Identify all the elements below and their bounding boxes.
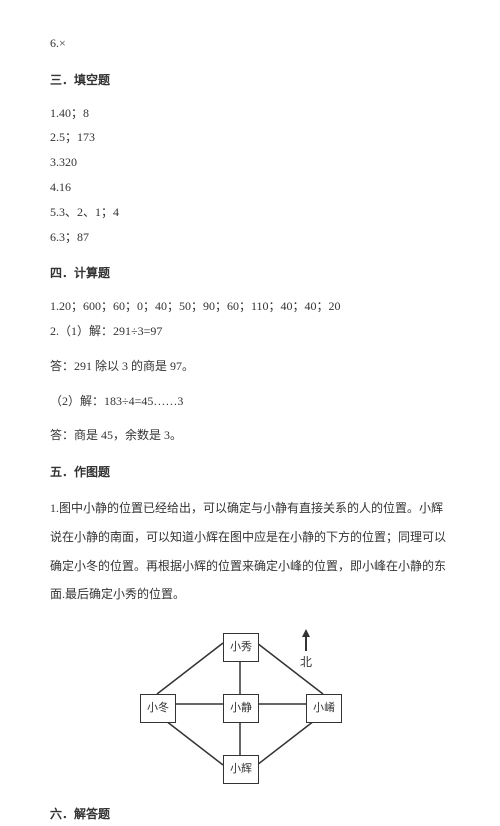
section-6-title: 六．解答题 xyxy=(50,803,450,826)
position-diagram: 北 小秀小冬 小静 小崤小辉 xyxy=(120,619,380,789)
north-label: 北 xyxy=(300,651,312,674)
diagram-node-feng: 小崤 xyxy=(306,694,342,723)
section-4-title: 四．计算题 xyxy=(50,262,450,285)
fill-item: 2.5；173 xyxy=(50,126,450,149)
section-3-title: 三．填空题 xyxy=(50,69,450,92)
calc-line: 1.20；600；60；0；40；50；90；60；110；40；40；20 xyxy=(50,295,450,318)
diagram-node-jing: 小静 xyxy=(223,694,259,723)
diagram-container: 北 小秀小冬 小静 小崤小辉 xyxy=(50,619,450,789)
calc-answer: 答：商是 45，余数是 3。 xyxy=(50,424,450,447)
section-3-list: 1.40；8 2.5；173 3.320 4.16 5.3、2、1；4 6.3；… xyxy=(50,102,450,249)
diagram-node-dong: 小冬 xyxy=(140,694,176,723)
calc-line: （2）解：183÷4=45……3 xyxy=(50,390,450,413)
section-5-paragraph: 1.图中小静的位置已经给出，可以确定与小静有直接关系的人的位置。小辉说在小静的南… xyxy=(50,494,450,609)
section-5-title: 五．作图题 xyxy=(50,461,450,484)
fill-item: 3.320 xyxy=(50,151,450,174)
north-indicator: 北 xyxy=(300,629,312,674)
arrow-stem xyxy=(305,637,307,651)
fill-item: 4.16 xyxy=(50,176,450,199)
section-4-body: 1.20；600；60；0；40；50；90；60；110；40；40；20 2… xyxy=(50,295,450,447)
fill-item: 6.3；87 xyxy=(50,226,450,249)
diagram-node-xiu: 小秀 xyxy=(223,633,259,662)
arrow-up-icon xyxy=(302,629,310,637)
calc-answer: 答：291 除以 3 的商是 97。 xyxy=(50,355,450,378)
fill-item: 1.40；8 xyxy=(50,102,450,125)
diagram-node-hui: 小辉 xyxy=(223,755,259,784)
calc-line: 2.（1）解：291÷3=97 xyxy=(50,320,450,343)
fill-item: 5.3、2、1；4 xyxy=(50,201,450,224)
top-marker: 6.× xyxy=(50,32,450,55)
